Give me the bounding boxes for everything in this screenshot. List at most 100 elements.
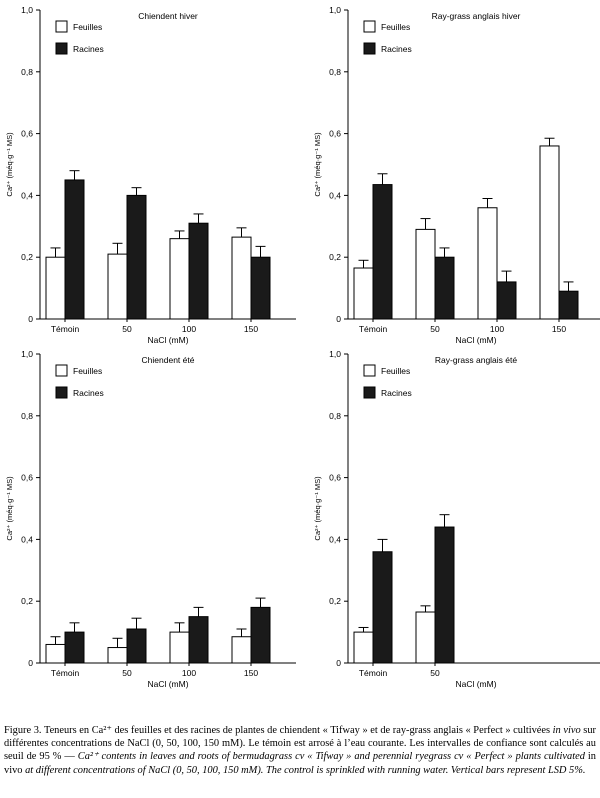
chart-4-y-tick-label: 0 bbox=[336, 658, 341, 668]
chart-3-y-tick-label: 1,0 bbox=[21, 349, 33, 359]
chart-3-y-tick-label: 0,4 bbox=[21, 534, 33, 544]
chart-1-y-tick-label: 0 bbox=[28, 314, 33, 324]
chart-3-y-axis-title: Ca²⁺ (méq·g⁻¹ MS) bbox=[5, 476, 14, 541]
chart-3-x-tick-label: Témoin bbox=[51, 668, 80, 678]
chart-3-legend-label: Racines bbox=[73, 388, 104, 398]
chart-1-bar-racines bbox=[64, 179, 85, 320]
caption-fr-part-a: Figure 3. Teneurs en Ca²⁺ des feuilles e… bbox=[4, 725, 553, 736]
chart-4-y-tick-label: 0,6 bbox=[329, 473, 341, 483]
chart-4-x-tick-label: 50 bbox=[430, 668, 440, 678]
caption-fr-part-b: sur différentes concentrations de NaCl (… bbox=[4, 725, 596, 763]
chart-2-y-tick-label: 0 bbox=[336, 314, 341, 324]
chart-1-x-axis-title: NaCl (mM) bbox=[147, 335, 188, 345]
chart-3-bar-feuilles bbox=[169, 631, 190, 664]
chart-2-bar-feuilles bbox=[415, 228, 436, 320]
chart-2-bar-feuilles bbox=[539, 145, 560, 320]
chart-3-x-tick-label: 150 bbox=[244, 668, 258, 678]
chart-4-legend-swatch bbox=[363, 364, 376, 377]
chart-3-x-tick-label: 100 bbox=[182, 668, 196, 678]
chart-1-y-tick-label: 0,6 bbox=[21, 129, 33, 139]
chart-4-x-tick-label: Témoin bbox=[359, 668, 388, 678]
chart-1-legend-swatch bbox=[55, 20, 68, 33]
chart-4-y-tick-label: 0,2 bbox=[329, 596, 341, 606]
chart-1-bar-feuilles bbox=[169, 238, 190, 320]
chart-1-x-tick-label: 50 bbox=[122, 324, 132, 334]
chart-3-bar-racines bbox=[126, 628, 147, 664]
chart-2-bar-racines bbox=[434, 256, 455, 320]
chart-2-x-tick-label: 50 bbox=[430, 324, 440, 334]
chart-3-bar-racines bbox=[250, 606, 271, 664]
chart-2-legend-label: Feuilles bbox=[381, 22, 410, 32]
chart-1-bar-racines bbox=[250, 256, 271, 320]
chart-1-y-tick-label: 0,8 bbox=[21, 67, 33, 77]
chart-4-y-tick-label: 0,8 bbox=[329, 411, 341, 421]
chart-3-bar-racines bbox=[64, 631, 85, 664]
caption-fr-italic: in vivo bbox=[552, 725, 581, 736]
chart-1-title: Chiendent hiver bbox=[138, 11, 198, 21]
chart-2-x-tick-label: 100 bbox=[490, 324, 504, 334]
chart-2-x-axis-title: NaCl (mM) bbox=[455, 335, 496, 345]
chart-3-x-tick-label: 50 bbox=[122, 668, 132, 678]
chart-4-bar-feuilles bbox=[353, 631, 374, 664]
chart-4-legend-label: Racines bbox=[381, 388, 412, 398]
chart-3-y-tick-label: 0,8 bbox=[21, 411, 33, 421]
chart-3-y-tick-label: 0,6 bbox=[21, 473, 33, 483]
chart-1-x-tick-label: 100 bbox=[182, 324, 196, 334]
chart-2-legend-swatch bbox=[363, 42, 376, 55]
chart-1-y-tick-label: 1,0 bbox=[21, 5, 33, 15]
chart-2-bar-feuilles bbox=[477, 207, 498, 320]
chart-2-x-tick-label: Témoin bbox=[359, 324, 388, 334]
chart-2-title: Ray-grass anglais hiver bbox=[432, 11, 521, 21]
chart-2-y-tick-label: 1,0 bbox=[329, 5, 341, 15]
chart-2-y-tick-label: 0,2 bbox=[329, 252, 341, 262]
chart-3-bar-feuilles bbox=[107, 647, 128, 664]
figure-charts: 0 0,2 0,4 0,6 0,8 1,0 Ca²⁺ (méq·g⁻¹ MS) Chiende… bbox=[5, 5, 600, 689]
chart-1-x-tick-label: Témoin bbox=[51, 324, 80, 334]
chart-4-bar-racines bbox=[372, 551, 393, 664]
chart-4-x-axis-title: NaCl (mM) bbox=[455, 679, 496, 689]
chart-1-legend-label: Racines bbox=[73, 44, 104, 54]
chart-3-legend-swatch bbox=[55, 386, 68, 399]
chart-3-legend-label: Feuilles bbox=[73, 366, 102, 376]
chart-4-title: Ray-grass anglais été bbox=[435, 355, 517, 365]
chart-2-x-tick-label: 150 bbox=[552, 324, 566, 334]
chart-4-legend-label: Feuilles bbox=[381, 366, 410, 376]
chart-2-bar-racines bbox=[496, 281, 517, 320]
chart-1-bar-feuilles bbox=[45, 256, 66, 320]
caption-en-roman: in vivo bbox=[4, 751, 597, 776]
chart-4-legend-swatch bbox=[363, 386, 376, 399]
caption-en-part-b: at different concentrations of NaCl (0, … bbox=[22, 764, 586, 776]
chart-3-bar-feuilles bbox=[231, 636, 252, 664]
chart-1-bar-feuilles bbox=[231, 236, 252, 320]
chart-1-y-axis-title: Ca²⁺ (méq·g⁻¹ MS) bbox=[5, 132, 14, 197]
chart-4-y-axis-title: Ca²⁺ (méq·g⁻¹ MS) bbox=[313, 476, 322, 541]
chart-2-bar-racines bbox=[372, 184, 393, 320]
chart-2-y-tick-label: 0,8 bbox=[329, 67, 341, 77]
chart-1-bar-feuilles bbox=[107, 253, 128, 320]
chart-2-y-axis-title: Ca²⁺ (méq·g⁻¹ MS) bbox=[313, 132, 322, 197]
chart-1-legend-label: Feuilles bbox=[73, 22, 102, 32]
chart-1-bar-racines bbox=[126, 194, 147, 320]
chart-4-y-tick-label: 0,4 bbox=[329, 534, 341, 544]
chart-2-y-tick-label: 0,6 bbox=[329, 129, 341, 139]
chart-2-y-tick-label: 0,4 bbox=[329, 190, 341, 200]
chart-1-bar-racines bbox=[188, 222, 209, 320]
chart-3-legend-swatch bbox=[55, 364, 68, 377]
chart-1-y-tick-label: 0,4 bbox=[21, 190, 33, 200]
chart-4-bar-racines bbox=[434, 526, 455, 664]
caption-en-part-a: Ca²⁺ contents in leaves and roots of ber… bbox=[77, 751, 588, 763]
chart-3-bar-feuilles bbox=[45, 643, 66, 664]
chart-2-legend-swatch bbox=[363, 20, 376, 33]
chart-3-title: Chiendent été bbox=[142, 355, 195, 365]
chart-4-bar-feuilles bbox=[415, 611, 436, 664]
chart-1-y-tick-label: 0,2 bbox=[21, 252, 33, 262]
chart-2-bar-feuilles bbox=[353, 267, 374, 320]
chart-3-x-axis-title: NaCl (mM) bbox=[147, 679, 188, 689]
chart-1-legend-swatch bbox=[55, 42, 68, 55]
chart-1-x-tick-label: 150 bbox=[244, 324, 258, 334]
chart-3-y-tick-label: 0,2 bbox=[21, 596, 33, 606]
chart-4-y-tick-label: 1,0 bbox=[329, 349, 341, 359]
chart-3-bar-racines bbox=[188, 616, 209, 664]
chart-2-bar-racines bbox=[558, 290, 579, 320]
figure-caption: Figure 3. Teneurs en Ca²⁺ des feuilles e… bbox=[4, 724, 596, 777]
